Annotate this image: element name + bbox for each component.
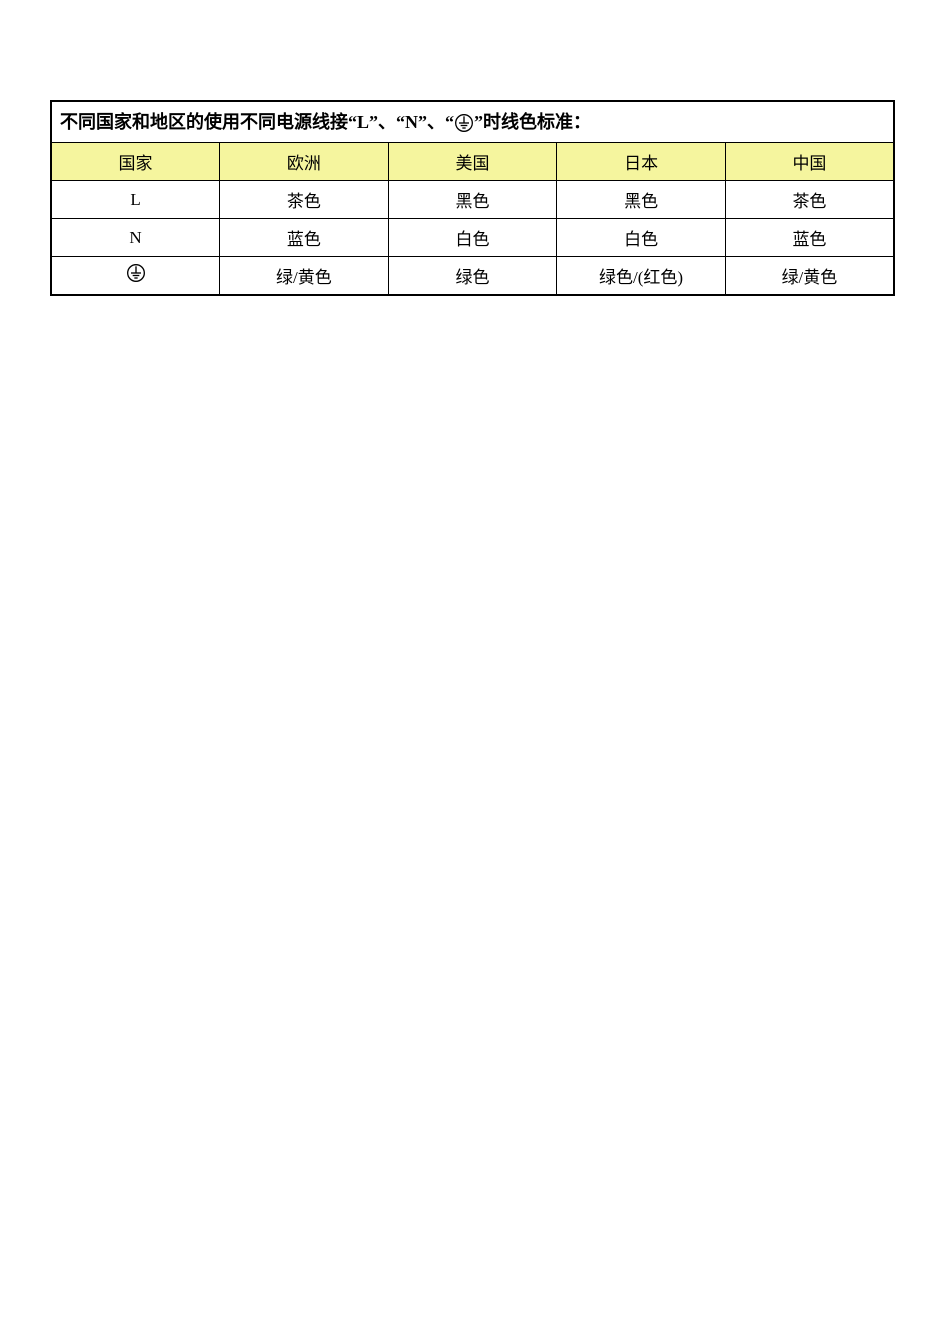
table-row: 绿/黄色 绿色 绿色/(红色) 绿/黄色 bbox=[51, 257, 894, 296]
ground-icon bbox=[126, 263, 146, 288]
wire-color-table-container: 不同国家和地区的使用不同电源线接“L”、“N”、“ ”时线色标准： 国家 欧洲 美… bbox=[50, 100, 895, 296]
ground-icon bbox=[454, 113, 474, 138]
cell: 白色 bbox=[557, 219, 726, 257]
table-row: N 蓝色 白色 白色 蓝色 bbox=[51, 219, 894, 257]
wire-color-table: 不同国家和地区的使用不同电源线接“L”、“N”、“ ”时线色标准： 国家 欧洲 美… bbox=[50, 100, 895, 296]
table-row: L 茶色 黑色 黑色 茶色 bbox=[51, 181, 894, 219]
title-text-part2: ”时线色标准： bbox=[474, 112, 591, 132]
cell: 茶色 bbox=[220, 181, 389, 219]
row-label-n: N bbox=[51, 219, 220, 257]
table-header-row: 国家 欧洲 美国 日本 中国 bbox=[51, 143, 894, 181]
col-header-europe: 欧洲 bbox=[220, 143, 389, 181]
cell: 黑色 bbox=[557, 181, 726, 219]
col-header-china: 中国 bbox=[725, 143, 894, 181]
title-text-part1: 不同国家和地区的使用不同电源线接“L”、“N”、“ bbox=[60, 112, 454, 132]
cell: 绿色/(红色) bbox=[557, 257, 726, 296]
table-title-cell: 不同国家和地区的使用不同电源线接“L”、“N”、“ ”时线色标准： bbox=[51, 101, 894, 143]
cell: 茶色 bbox=[725, 181, 894, 219]
col-header-country: 国家 bbox=[51, 143, 220, 181]
cell: 绿/黄色 bbox=[220, 257, 389, 296]
cell: 绿色 bbox=[388, 257, 557, 296]
col-header-japan: 日本 bbox=[557, 143, 726, 181]
cell: 蓝色 bbox=[220, 219, 389, 257]
col-header-usa: 美国 bbox=[388, 143, 557, 181]
cell: 绿/黄色 bbox=[725, 257, 894, 296]
row-label-ground bbox=[51, 257, 220, 296]
cell: 白色 bbox=[388, 219, 557, 257]
row-label-l: L bbox=[51, 181, 220, 219]
cell: 蓝色 bbox=[725, 219, 894, 257]
cell: 黑色 bbox=[388, 181, 557, 219]
table-title-row: 不同国家和地区的使用不同电源线接“L”、“N”、“ ”时线色标准： bbox=[51, 101, 894, 143]
